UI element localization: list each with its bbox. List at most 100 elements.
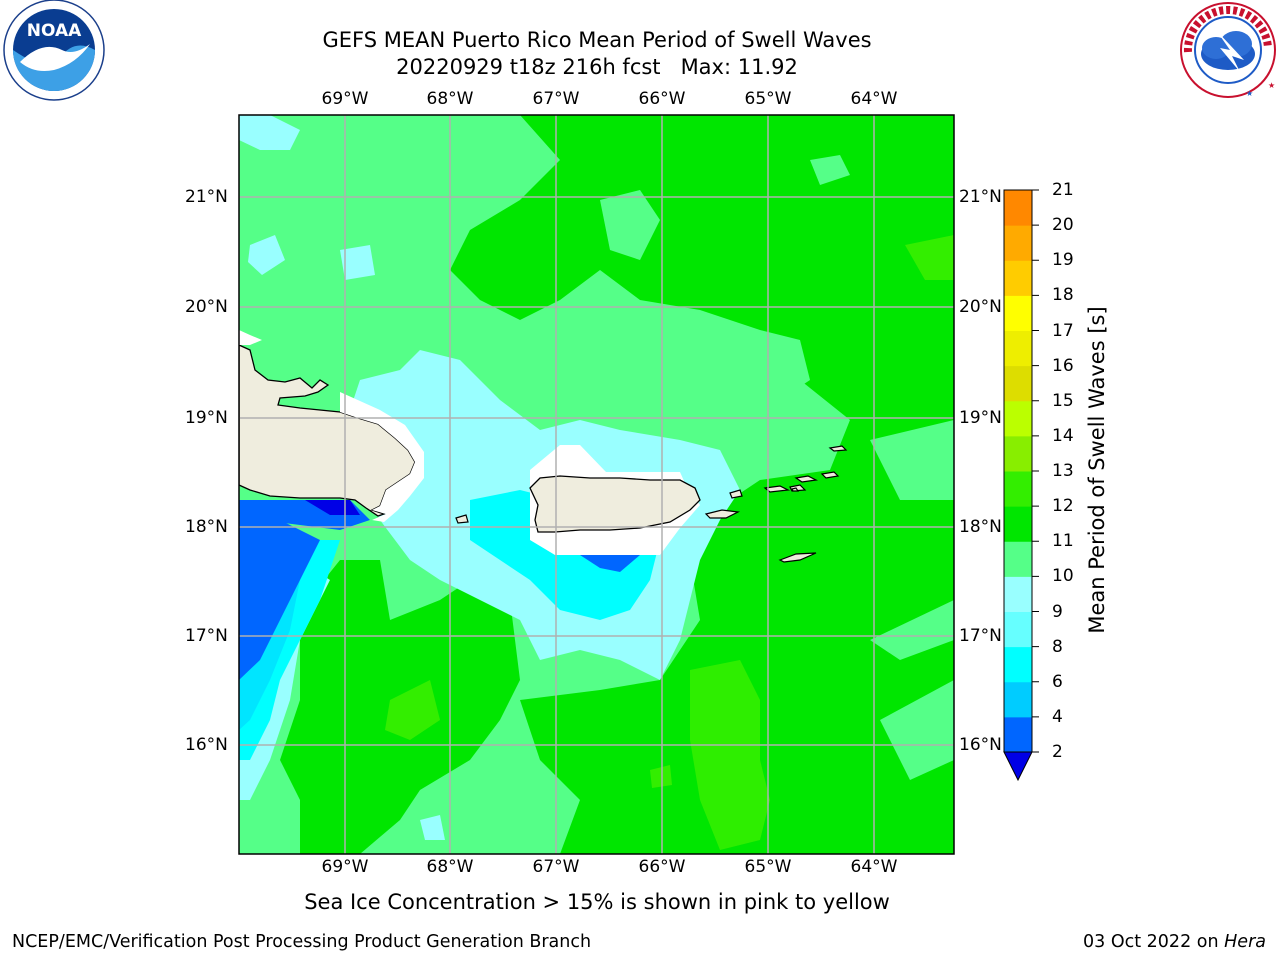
lon-tick-top: 69°W bbox=[321, 89, 369, 109]
colorbar-tick-label: 11 bbox=[1052, 531, 1074, 552]
contour-9-10-e4 bbox=[760, 330, 810, 400]
footer-credit: NCEP/EMC/Verification Post Processing Pr… bbox=[12, 932, 592, 952]
colorbar-segment bbox=[1004, 435, 1032, 472]
colorbar-tick-label: 14 bbox=[1052, 425, 1074, 446]
colorbar-segment bbox=[1004, 646, 1032, 683]
lat-tick-right: 17°N bbox=[959, 626, 1002, 646]
footer-machine: Hera bbox=[1224, 932, 1266, 952]
lon-tick-top: 65°W bbox=[744, 89, 792, 109]
colorbar-segment bbox=[1004, 611, 1032, 648]
colorbar-tick-label: 17 bbox=[1052, 320, 1074, 341]
colorbar-tick-label: 19 bbox=[1052, 250, 1074, 271]
colorbar-tick-label: 2 bbox=[1052, 742, 1063, 762]
contour-11-12-d bbox=[650, 765, 672, 788]
contour-9-10-e3 bbox=[880, 680, 954, 780]
contour-9-10-e2 bbox=[600, 190, 660, 260]
contour-2-4-south-pr bbox=[580, 555, 640, 572]
island-vieques bbox=[704, 509, 741, 519]
island-anegada bbox=[828, 445, 848, 452]
lat-tick-right: 20°N bbox=[959, 297, 1002, 317]
lat-tick-left: 18°N bbox=[185, 517, 228, 537]
lat-tick-left: 19°N bbox=[185, 408, 228, 428]
nws-logo: ★ ★ bbox=[1180, 2, 1276, 98]
colorbar-tick-label: 20 bbox=[1052, 215, 1074, 236]
sea-ice-caption: Sea Ice Concentration > 15% is shown in … bbox=[304, 890, 890, 914]
colorbar-tick-label: 12 bbox=[1052, 496, 1074, 517]
lon-tick-top: 67°W bbox=[532, 89, 580, 109]
island-mona bbox=[455, 514, 469, 524]
island-tortola bbox=[794, 475, 818, 483]
lon-tick-bottom: 67°W bbox=[532, 857, 580, 877]
map-field bbox=[239, 115, 954, 854]
lat-tick-right: 16°N bbox=[959, 735, 1002, 755]
svg-text:★: ★ bbox=[1268, 81, 1275, 90]
contour-2-4-sw bbox=[239, 520, 320, 680]
colorbar-tick-label: 4 bbox=[1052, 706, 1063, 727]
colorbar-tick-label: 15 bbox=[1052, 390, 1074, 411]
colorbar-segment bbox=[1004, 681, 1032, 718]
noaa-logo-text: NOAA bbox=[27, 21, 82, 41]
colorbar-segment bbox=[1004, 365, 1032, 402]
lon-tick-top: 68°W bbox=[426, 89, 474, 109]
colorbar-label: Mean Period of Swell Waves [s] bbox=[1085, 306, 1109, 634]
map-subtitle: 20220929 t18z 216h fcst Max: 11.92 bbox=[396, 55, 798, 79]
colorbar-segment bbox=[1004, 330, 1032, 367]
island-culebra bbox=[729, 489, 743, 499]
island-virgin-gorda bbox=[820, 471, 840, 479]
colorbar-segment bbox=[1004, 400, 1032, 437]
lat-tick-left: 17°N bbox=[185, 626, 228, 646]
colorbar-tick-label: 18 bbox=[1052, 285, 1074, 306]
colorbar-segment bbox=[1004, 260, 1032, 296]
contour-11-12-b bbox=[385, 680, 440, 740]
colorbar-segment bbox=[1004, 295, 1032, 331]
lat-tick-left: 20°N bbox=[185, 297, 228, 317]
lat-tick-right: 21°N bbox=[959, 187, 1002, 207]
island-jost bbox=[791, 487, 800, 492]
svg-text:★: ★ bbox=[1246, 89, 1253, 98]
land-mask-hispaniola-e bbox=[340, 392, 424, 522]
lon-tick-top: 66°W bbox=[638, 89, 686, 109]
contour-8-9-blob bbox=[340, 245, 375, 280]
colorbar bbox=[1003, 189, 1039, 782]
contour-11-12-a bbox=[690, 660, 770, 850]
lat-tick-right: 19°N bbox=[959, 408, 1002, 428]
colorbar-segment bbox=[1004, 716, 1032, 753]
colorbar-segment bbox=[1004, 190, 1032, 226]
colorbar-tick-label: 21 bbox=[1052, 180, 1074, 200]
noaa-logo: NOAA bbox=[3, 0, 105, 101]
colorbar-extend-triangle bbox=[1003, 751, 1033, 782]
lon-tick-bottom: 64°W bbox=[850, 857, 898, 877]
lon-tick-bottom: 69°W bbox=[321, 857, 369, 877]
footer-date-text: 03 Oct 2022 on bbox=[1083, 932, 1225, 952]
colorbar-segment bbox=[1004, 541, 1032, 577]
colorbar-tick-label: 13 bbox=[1052, 461, 1074, 481]
contour-11-12-c bbox=[905, 235, 954, 280]
contour-9-10-e6 bbox=[870, 420, 954, 500]
colorbar-tick-label: 10 bbox=[1052, 566, 1074, 587]
graticule bbox=[239, 115, 954, 854]
island-st-croix bbox=[778, 552, 817, 563]
contour-9-10-e1 bbox=[810, 155, 850, 185]
map-frame bbox=[238, 114, 955, 855]
colorbar-segment bbox=[1004, 471, 1032, 507]
land-puerto-rico bbox=[529, 475, 701, 533]
land-mask-hispaniola bbox=[239, 330, 262, 345]
contour-9-10-e5 bbox=[870, 600, 954, 660]
contour-8-9-nw bbox=[239, 115, 300, 150]
contour-8-9-south bbox=[420, 815, 445, 840]
contour-10-11-east bbox=[450, 115, 954, 854]
colorbar-segment bbox=[1004, 506, 1032, 542]
lat-tick-left: 21°N bbox=[185, 187, 228, 207]
lat-tick-right: 18°N bbox=[959, 517, 1002, 537]
lon-tick-bottom: 66°W bbox=[638, 857, 686, 877]
lon-tick-top: 64°W bbox=[850, 89, 898, 109]
colorbar-segment bbox=[1004, 576, 1032, 612]
footer-date: 03 Oct 2022 on Hera bbox=[1083, 932, 1266, 952]
colorbar-tick-label: 9 bbox=[1052, 601, 1063, 622]
lon-tick-bottom: 65°W bbox=[744, 857, 792, 877]
colorbar-tick-label: 6 bbox=[1052, 671, 1063, 692]
contour-deep-shelf bbox=[305, 500, 360, 515]
lon-tick-bottom: 68°W bbox=[426, 857, 474, 877]
colorbar-tick-label: 8 bbox=[1052, 636, 1063, 657]
